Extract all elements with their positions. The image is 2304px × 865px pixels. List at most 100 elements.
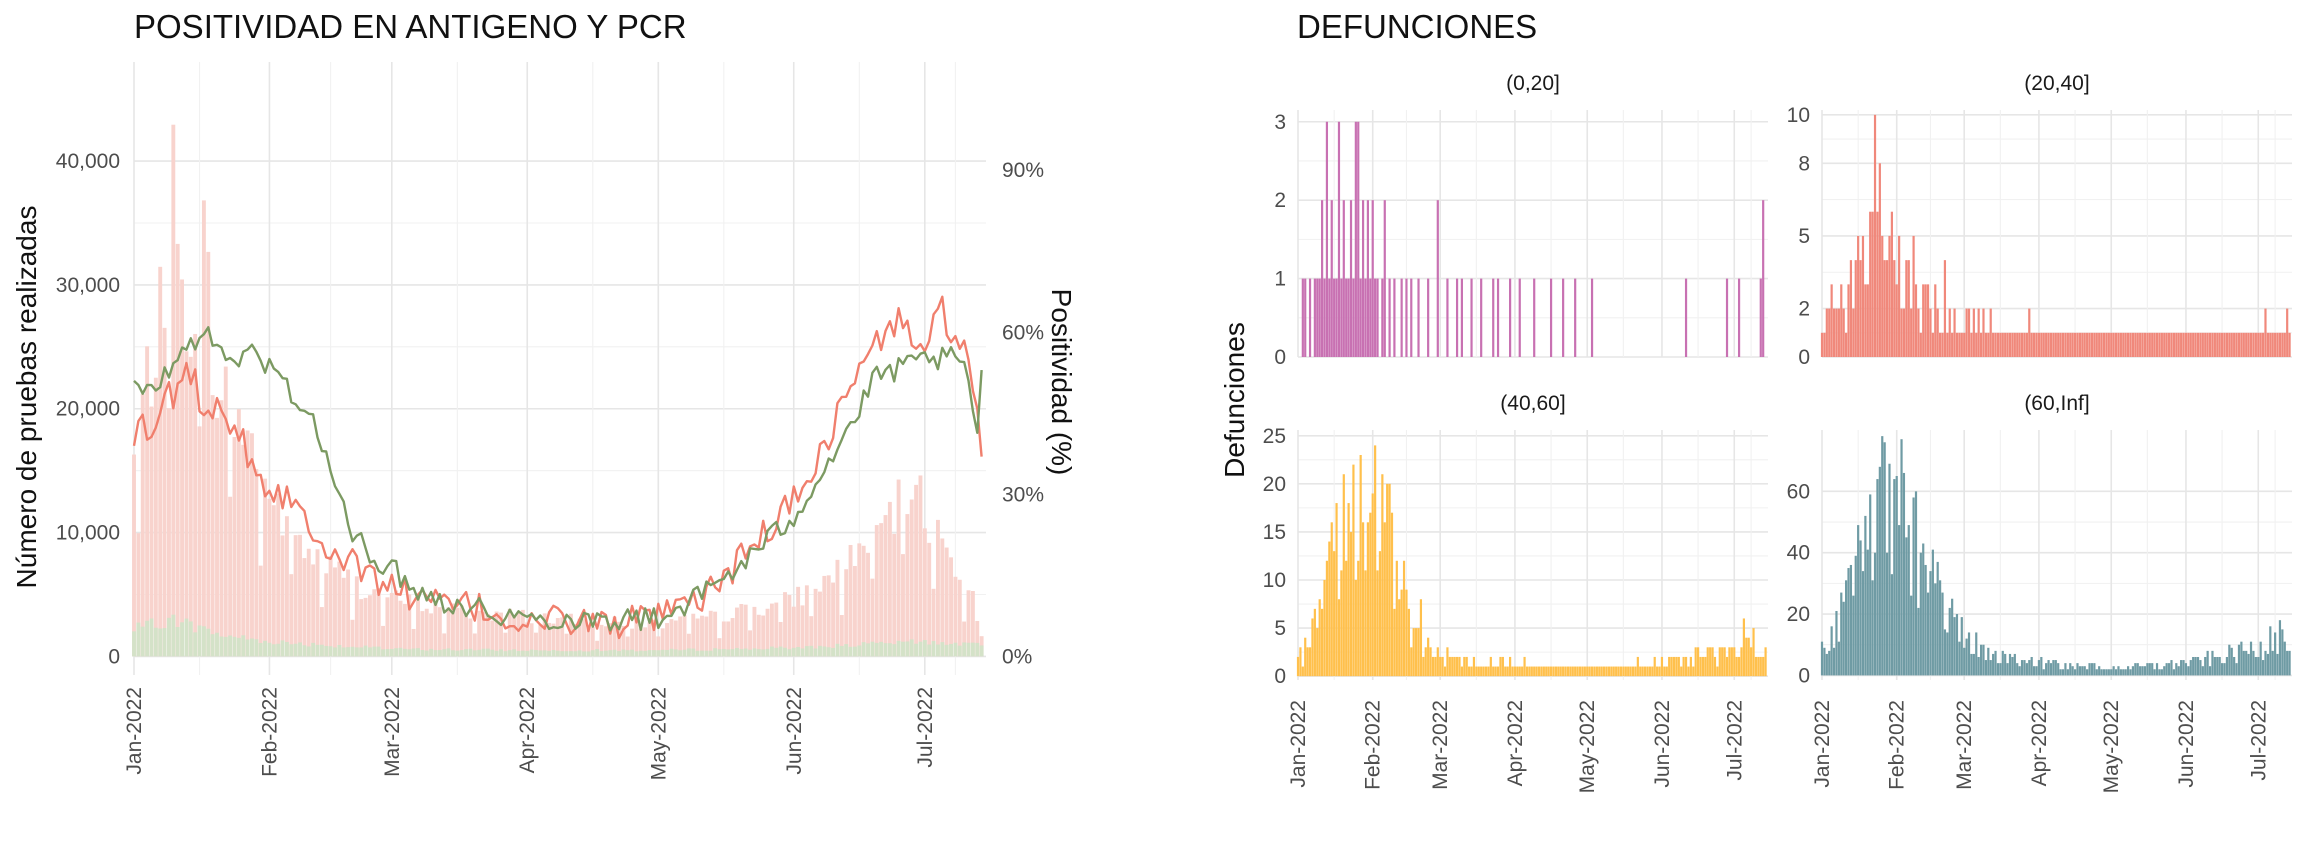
antigeno-bar: [389, 592, 394, 657]
pcr-bar: [319, 644, 324, 657]
antigeno-bar: [236, 409, 241, 657]
pcr-bar: [363, 645, 368, 657]
pcr-bar: [167, 617, 171, 657]
pcr-bar: [621, 649, 626, 657]
death-bar: [1410, 278, 1413, 357]
death-bar: [2131, 332, 2135, 357]
death-bar: [1888, 235, 1891, 357]
pcr-bar: [922, 640, 927, 657]
antigeno-bar: [678, 616, 683, 657]
death-bar: [1926, 284, 1930, 357]
death-bar: [1847, 284, 1850, 357]
death-bar: [2228, 644, 2231, 676]
antigeno-bar: [175, 243, 180, 657]
antigeno-bar: [385, 597, 390, 657]
death-bar: [2093, 332, 2096, 357]
pcr-bar: [407, 649, 412, 657]
death-bar: [1431, 656, 1435, 677]
death-bar: [1439, 656, 1442, 677]
death-bar: [2066, 669, 2069, 676]
death-bar: [1979, 644, 1983, 676]
death-bar: [1912, 235, 1915, 357]
facet-x-tick-label: Jul-2022: [2247, 700, 2270, 781]
death-bar: [1299, 647, 1302, 677]
pcr-bar: [350, 646, 355, 657]
antigeno-bar: [464, 614, 469, 657]
death-bar: [2163, 332, 2166, 357]
pcr-bar: [752, 648, 757, 657]
antigeno-bar: [957, 579, 962, 657]
death-bar: [2278, 620, 2282, 676]
antigeno-bar: [459, 605, 464, 657]
death-bar: [1922, 543, 1925, 676]
death-bar: [1605, 666, 1608, 677]
death-bar: [2245, 332, 2248, 357]
death-bar: [1936, 308, 1939, 357]
antigeno-bar: [901, 554, 905, 657]
pcr-bar: [774, 647, 779, 657]
antigeno-bar: [717, 638, 722, 657]
facet-y-tick-label: 2: [1798, 298, 1810, 321]
pcr-bar: [852, 646, 857, 657]
death-bar: [1366, 522, 1369, 677]
death-bar: [1631, 666, 1635, 677]
death-bar: [2105, 332, 2108, 357]
death-bar: [2155, 332, 2159, 357]
pcr-bar: [822, 646, 827, 657]
death-bar: [1701, 656, 1705, 677]
antigeno-bar: [333, 567, 337, 657]
pcr-bar: [534, 650, 538, 657]
death-bar: [1878, 163, 1881, 357]
death-bar: [2163, 666, 2166, 676]
pcr-bar: [647, 650, 652, 657]
death-bar: [2035, 332, 2038, 357]
death-bar: [1603, 666, 1606, 677]
death-bar: [1857, 235, 1860, 357]
death-bar: [1525, 666, 1529, 677]
death-bar: [2278, 332, 2282, 357]
death-bar: [1424, 647, 1427, 677]
pcr-bar: [970, 642, 975, 657]
death-bar: [1455, 278, 1459, 357]
antigeno-bar: [896, 479, 901, 657]
antigeno-bar: [311, 564, 316, 657]
death-bar: [1716, 666, 1719, 677]
death-bar: [1958, 641, 1961, 676]
death-bar: [1369, 512, 1372, 677]
death-bar: [1670, 656, 1673, 677]
death-bar: [1552, 666, 1555, 677]
death-bar: [1919, 332, 1922, 357]
death-bar: [1745, 637, 1748, 677]
antigeno-bar: [402, 603, 407, 657]
antigeno-bar: [302, 558, 307, 657]
death-bar: [1929, 571, 1932, 676]
death-bar: [2180, 332, 2183, 357]
pcr-bar: [769, 646, 774, 657]
pcr-bar: [538, 650, 543, 657]
antigeno-bar: [590, 627, 595, 657]
pcr-bar: [547, 650, 552, 657]
antigeno-bar: [966, 590, 971, 657]
death-bar: [2061, 669, 2065, 676]
antigeno-bar: [944, 547, 949, 657]
death-bar: [1960, 617, 1963, 676]
death-bar: [1629, 666, 1632, 677]
pcr-bar: [861, 642, 866, 657]
pcr-bar: [333, 647, 337, 657]
death-bar: [2071, 332, 2074, 357]
death-bar: [1318, 278, 1321, 357]
death-bar: [1434, 656, 1437, 677]
pcr-bar: [494, 650, 499, 657]
pcr-bar: [761, 649, 766, 657]
death-bar: [1735, 656, 1738, 677]
death-bar: [1660, 656, 1664, 677]
death-bar: [1542, 666, 1545, 677]
facet-x-tick-label: Jan-2022: [1287, 700, 1310, 788]
pcr-bar: [844, 644, 849, 657]
death-bar: [1436, 200, 1439, 357]
antigeno-bar: [372, 589, 377, 657]
facet-y-tick-label: 1: [1274, 268, 1286, 291]
antigeno-bar: [905, 514, 910, 657]
death-bar: [1876, 211, 1879, 357]
death-bar: [2107, 669, 2110, 676]
